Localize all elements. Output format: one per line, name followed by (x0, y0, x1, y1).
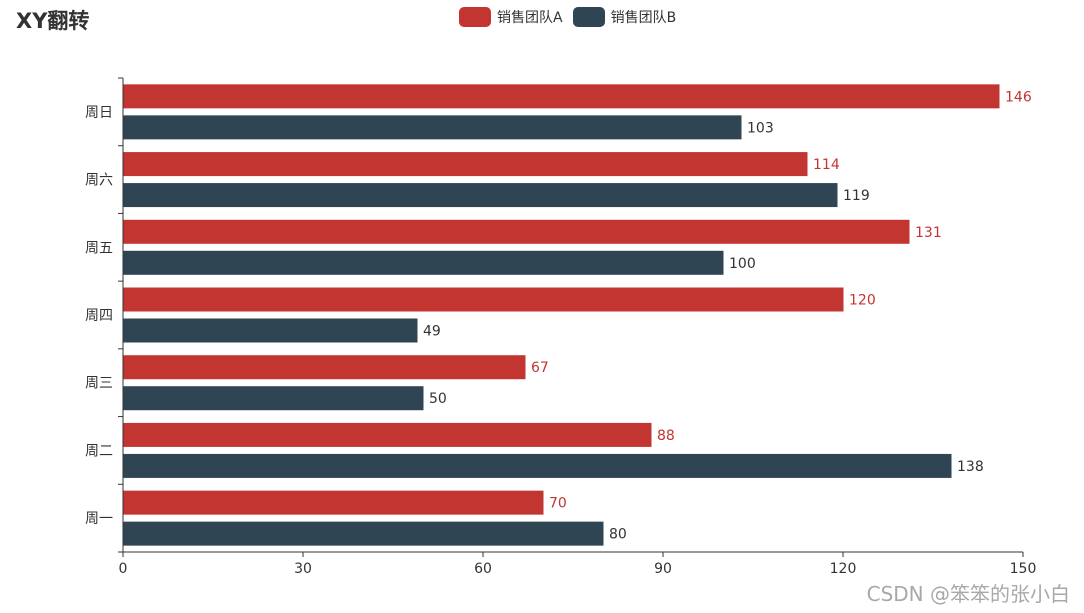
watermark-text: CSDN @笨笨的张小白 (866, 582, 1070, 606)
data-label: 88 (657, 428, 675, 444)
x-tick-label: 90 (654, 561, 672, 577)
data-label: 119 (843, 188, 870, 204)
data-label: 114 (813, 157, 840, 173)
y-tick-label: 周一 (85, 511, 113, 527)
legend-label-team-a: 销售团队A (497, 10, 563, 26)
bar-team-b[interactable] (123, 183, 838, 208)
legend-item-team-b[interactable]: 销售团队B (572, 7, 677, 27)
data-label: 138 (957, 459, 984, 475)
data-label: 70 (549, 496, 567, 512)
y-tick-label: 周六 (85, 173, 113, 189)
y-tick-label: 周二 (85, 443, 113, 459)
bar-team-a[interactable] (123, 355, 526, 380)
legend-swatch-team-b (572, 7, 605, 27)
data-label: 103 (747, 120, 774, 136)
y-tick-label: 周四 (85, 308, 113, 324)
data-label: 67 (531, 360, 549, 376)
x-tick-label: 150 (1010, 561, 1037, 577)
data-label: 146 (1005, 89, 1032, 105)
data-label: 120 (849, 293, 876, 309)
y-tick-label: 周三 (85, 376, 113, 392)
chart-title: XY翻转 (16, 9, 90, 33)
bar-team-b[interactable] (123, 521, 604, 546)
bar-team-b[interactable] (123, 115, 742, 140)
data-label: 50 (429, 391, 447, 407)
x-tick-label: 0 (119, 561, 128, 577)
y-tick-label: 周五 (85, 240, 113, 256)
bar-team-a[interactable] (123, 490, 544, 515)
bar-team-b[interactable] (123, 453, 952, 478)
bar-team-b[interactable] (123, 250, 724, 275)
legend-item-team-a[interactable]: 销售团队A (459, 7, 563, 27)
y-tick-label: 周日 (85, 105, 113, 121)
data-label: 80 (609, 527, 627, 543)
x-tick-label: 120 (830, 561, 857, 577)
data-label: 131 (915, 225, 942, 241)
chart-legend[interactable]: 销售团队A 销售团队B (459, 7, 686, 27)
data-label: 100 (729, 256, 756, 272)
bar-team-a[interactable] (123, 219, 910, 244)
bar-team-a[interactable] (123, 287, 844, 312)
legend-label-team-b: 销售团队B (610, 10, 677, 26)
x-tick-label: 30 (294, 561, 312, 577)
bar-team-a[interactable] (123, 152, 808, 177)
bar-team-a[interactable] (123, 84, 1000, 109)
bar-team-a[interactable] (123, 422, 652, 447)
bar-team-b[interactable] (123, 318, 418, 343)
x-tick-label: 60 (474, 561, 492, 577)
data-label: 49 (423, 324, 441, 340)
bar-team-b[interactable] (123, 386, 424, 411)
legend-swatch-team-a (459, 7, 491, 27)
